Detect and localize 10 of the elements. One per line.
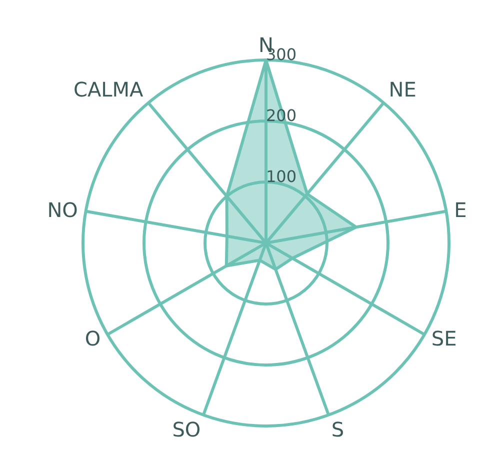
- spoke-label: SO: [172, 418, 201, 442]
- spoke-label: O: [84, 326, 101, 351]
- y-tick-label: 200: [266, 106, 297, 125]
- y-tick-label: 100: [266, 167, 297, 186]
- spoke-label: S: [331, 418, 344, 442]
- spoke-label: NO: [47, 198, 78, 222]
- spoke-label: CALMA: [73, 78, 144, 102]
- spoke-label: SE: [431, 326, 457, 351]
- spoke-label: E: [454, 198, 467, 222]
- spoke-label: NE: [388, 78, 416, 102]
